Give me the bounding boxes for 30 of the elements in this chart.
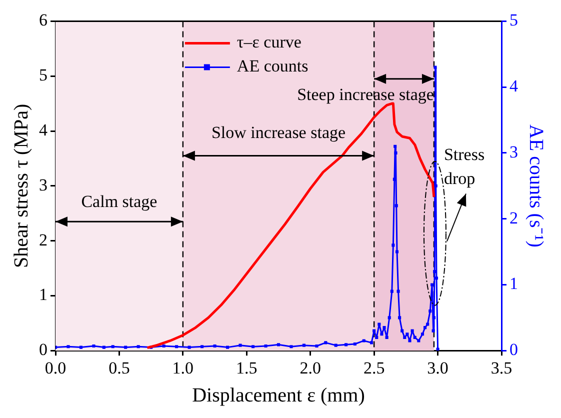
y2-tick-label: 4 bbox=[510, 76, 518, 96]
x-tick-label: 1.0 bbox=[172, 358, 194, 378]
x-tick-label: 1.5 bbox=[236, 358, 258, 378]
x-tick-label: 0.5 bbox=[108, 358, 130, 378]
y2-axis-title: AE counts (s⁻¹) bbox=[524, 124, 547, 248]
band-label: Slow increase stage bbox=[211, 123, 346, 142]
band-label: Steep increase stage bbox=[297, 84, 434, 104]
y2-tick-label: 5 bbox=[510, 10, 518, 30]
y-axis-title: Shear stress τ (MPa) bbox=[10, 104, 32, 268]
y2-tick-label: 3 bbox=[510, 142, 518, 162]
x-tick-label: 0.0 bbox=[44, 358, 66, 378]
y-tick-label: 1 bbox=[39, 285, 48, 304]
y-tick-label: 2 bbox=[39, 230, 48, 250]
y2-tick-label: 1 bbox=[510, 274, 518, 294]
y2-tick-label: 2 bbox=[510, 208, 518, 228]
annotation: Stress drop bbox=[444, 145, 485, 188]
y-tick-label: 0 bbox=[39, 340, 48, 360]
x-tick-label: 3.5 bbox=[490, 358, 512, 378]
band-label: Calm stage bbox=[81, 192, 158, 211]
y-tick-label: 5 bbox=[39, 66, 48, 85]
x-tick-label: 2.0 bbox=[300, 358, 321, 378]
x-axis-title: Displacement ε (mm) bbox=[192, 384, 365, 406]
legend-label: τ–ε curve bbox=[236, 32, 302, 52]
y-tick-label: 6 bbox=[39, 10, 48, 30]
y-tick-label: 3 bbox=[39, 175, 48, 194]
legend-label: AE counts bbox=[236, 56, 308, 76]
y-tick-label: 4 bbox=[39, 120, 48, 140]
x-tick-label: 3.0 bbox=[427, 358, 448, 378]
x-tick-label: 2.5 bbox=[363, 358, 385, 378]
y2-tick-label: 0 bbox=[510, 340, 518, 360]
